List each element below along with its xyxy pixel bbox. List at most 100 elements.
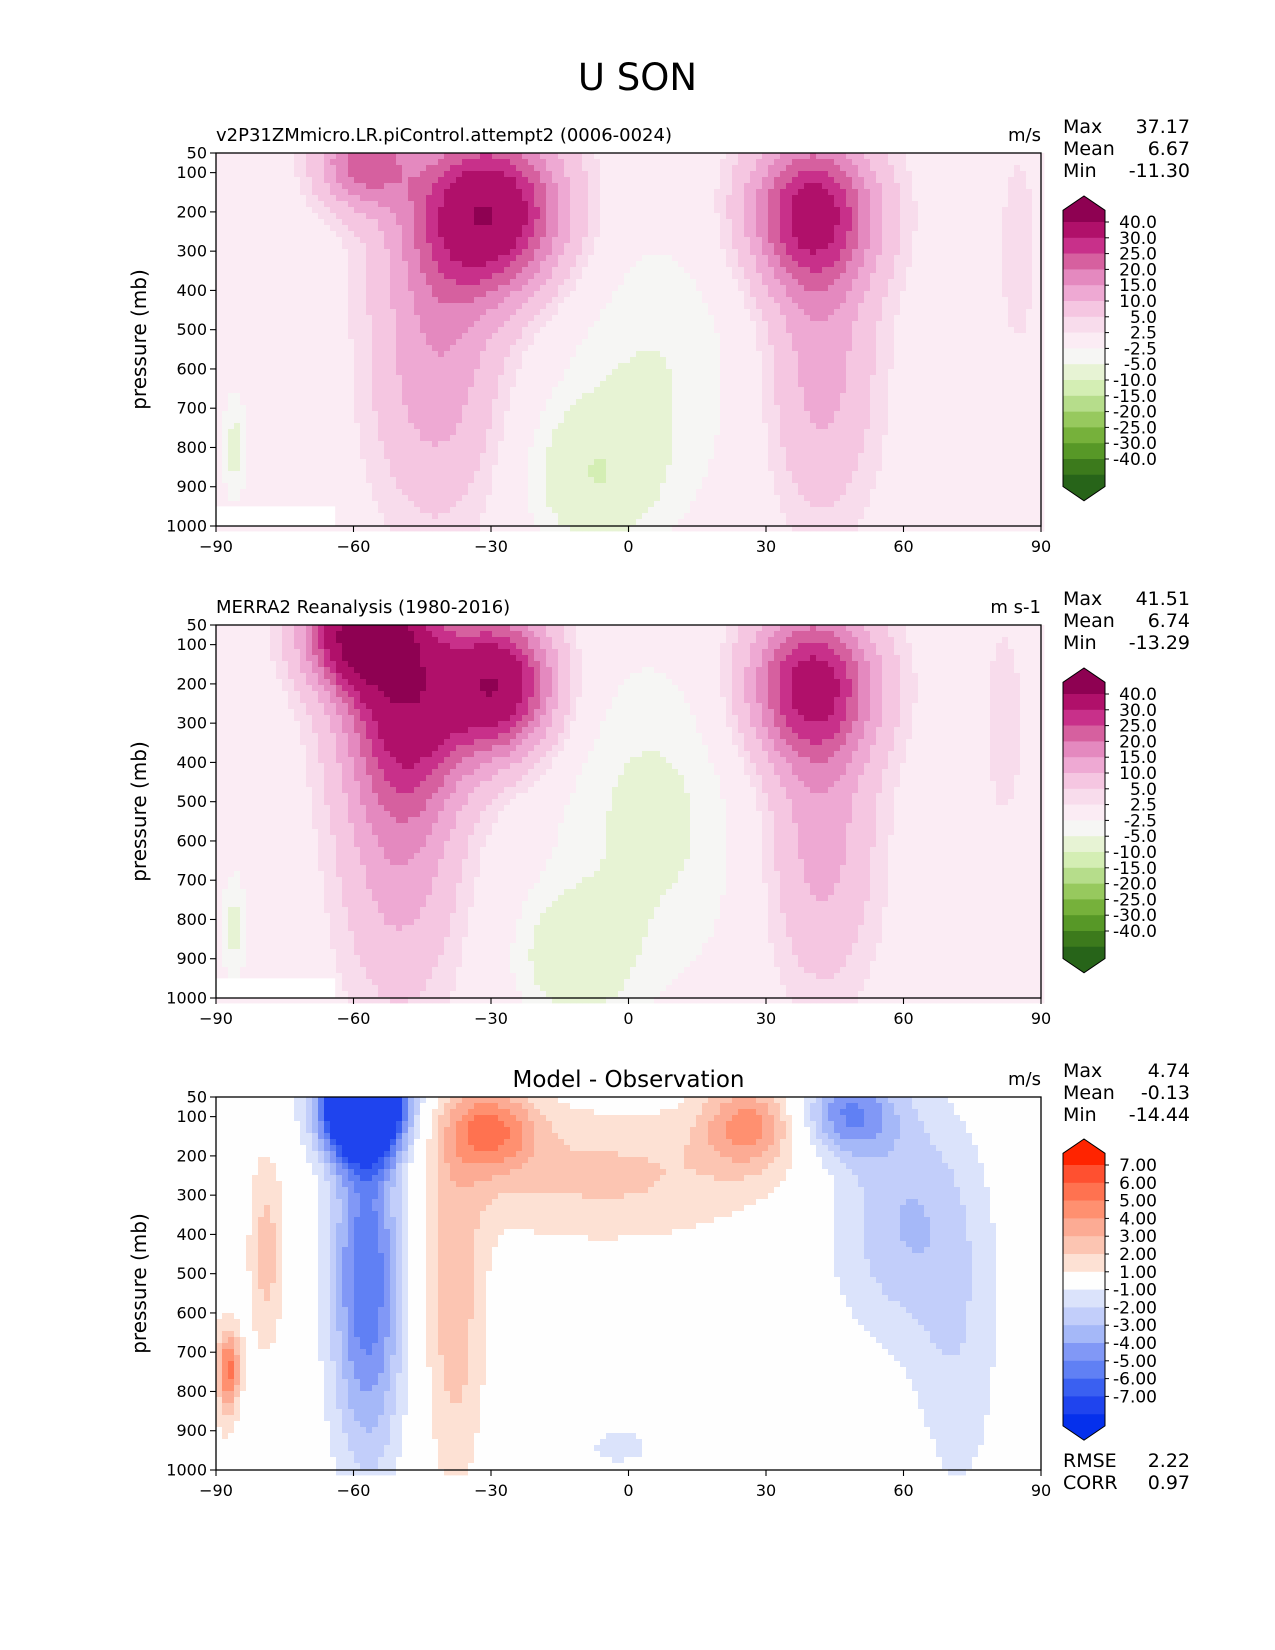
x-tick-label: 60: [893, 537, 913, 556]
colorbar-box: [1063, 788, 1105, 805]
y-tick-label: 700: [176, 1343, 207, 1362]
colorbar-extend-bottom: [1063, 1414, 1105, 1441]
colorbar-label: -20.0: [1113, 875, 1157, 895]
stat-label: Max: [1063, 116, 1102, 138]
x-tick-label: 30: [756, 1009, 776, 1028]
y-axis-label: pressure (mb): [127, 1213, 151, 1354]
y-tick-label: 1000: [166, 517, 207, 536]
stat-label: Mean: [1063, 1082, 1115, 1104]
stat-label: Mean: [1063, 610, 1115, 632]
x-tick-label: 0: [623, 1009, 633, 1028]
colorbar-box: [1063, 836, 1105, 853]
colorbar-box: [1063, 1396, 1105, 1415]
colorbar-label: 2.5: [1130, 796, 1157, 816]
colorbar-box: [1063, 1271, 1105, 1290]
y-tick-label: 200: [176, 674, 207, 693]
x-tick-label: −90: [199, 1009, 233, 1028]
colorbar-box: [1063, 364, 1105, 381]
stat-value: 41.51: [1136, 588, 1190, 610]
colorbar-extend-top: [1063, 1139, 1105, 1165]
colorbar-box: [1063, 931, 1105, 948]
colorbar-label: 4.00: [1119, 1209, 1157, 1229]
colorbar-label: -25.0: [1113, 890, 1157, 910]
panel-title: MERRA2 Reanalysis (1980-2016): [216, 597, 510, 618]
y-tick-label: 500: [176, 320, 207, 339]
colorbar-box: [1063, 1182, 1105, 1201]
colorbar-extend-bottom: [1063, 474, 1105, 501]
colorbar-panel-3: 7.006.005.004.003.002.001.00-1.00-2.00-3…: [1062, 1138, 1157, 1441]
y-tick-label: 800: [176, 1382, 207, 1401]
y-tick-label: 400: [176, 753, 207, 772]
colorbar-label: 30.0: [1119, 229, 1157, 249]
colorbar-label: -5.00: [1113, 1352, 1157, 1372]
y-tick-label: 900: [176, 949, 207, 968]
figure-title: U SON: [0, 56, 1275, 99]
y-tick-label: 400: [176, 1225, 207, 1244]
x-tick-label: 0: [623, 537, 633, 556]
colorbar-label: -40.0: [1113, 922, 1157, 942]
x-tick-label: 30: [756, 537, 776, 556]
colorbar-label: 15.0: [1119, 748, 1157, 768]
colorbar-box: [1063, 332, 1105, 349]
colorbar-box: [1063, 411, 1105, 428]
y-tick-label: 800: [176, 438, 207, 457]
colorbar-box: [1063, 725, 1105, 742]
y-tick-label: 200: [176, 202, 207, 221]
colorbar-box: [1063, 1307, 1105, 1326]
stat-value: -0.13: [1141, 1082, 1190, 1104]
colorbar-box: [1063, 741, 1105, 758]
colorbar-label: -20.0: [1113, 403, 1157, 423]
y-tick-label: 50: [187, 1088, 207, 1107]
colorbar-label: -2.00: [1113, 1298, 1157, 1318]
colorbar-label: 10.0: [1119, 292, 1157, 312]
colorbar-extend-top: [1063, 668, 1105, 694]
colorbar-box: [1063, 694, 1105, 711]
stat-label: CORR: [1063, 1472, 1118, 1494]
colorbar-box: [1063, 269, 1105, 286]
colorbar-box: [1063, 1218, 1105, 1237]
x-tick-label: −60: [337, 537, 371, 556]
colorbar-label: -5.0: [1124, 827, 1157, 847]
y-tick-label: 50: [187, 616, 207, 635]
colorbar-label: 5.0: [1130, 780, 1157, 800]
colorbar-box: [1063, 1378, 1105, 1397]
colorbar-label: -40.0: [1113, 450, 1157, 470]
panel-title: Model - Observation: [512, 1067, 744, 1093]
y-tick-label: 1000: [166, 989, 207, 1008]
colorbar-box: [1063, 915, 1105, 932]
x-tick-label: 60: [893, 1009, 913, 1028]
stat-value: 37.17: [1136, 116, 1190, 138]
y-tick-label: 50: [187, 144, 207, 163]
stat-label: RMSE: [1063, 1450, 1117, 1472]
colorbar-label: 20.0: [1119, 732, 1157, 752]
stat-value: 6.74: [1148, 610, 1190, 632]
y-tick-label: 100: [176, 1107, 207, 1126]
colorbar-box: [1063, 1289, 1105, 1308]
colorbar-label: -7.00: [1113, 1387, 1157, 1407]
y-tick-label: 500: [176, 792, 207, 811]
colorbar-label: 1.00: [1119, 1263, 1157, 1283]
colorbar-label: -30.0: [1113, 906, 1157, 926]
colorbar-label: -4.00: [1113, 1334, 1157, 1354]
colorbar-box: [1063, 395, 1105, 412]
stat-value: -13.29: [1129, 632, 1190, 654]
units-label: m/s: [1008, 125, 1041, 146]
colorbar-box: [1063, 1200, 1105, 1219]
colorbar-box: [1063, 883, 1105, 900]
x-tick-label: 30: [756, 1481, 776, 1500]
y-tick-label: 700: [176, 399, 207, 418]
colorbar-box: [1063, 757, 1105, 774]
colorbar-box: [1063, 709, 1105, 726]
colorbar-extend-top: [1063, 196, 1105, 222]
stat-value: 4.74: [1148, 1060, 1190, 1082]
colorbar-box: [1063, 1360, 1105, 1379]
colorbar-label: 25.0: [1119, 717, 1157, 737]
contour-field-panel-3: [216, 1097, 1045, 1476]
y-tick-label: 100: [176, 635, 207, 654]
stat-label: Max: [1063, 588, 1102, 610]
colorbar-label: 15.0: [1119, 276, 1157, 296]
y-tick-label: 1000: [166, 1461, 207, 1480]
